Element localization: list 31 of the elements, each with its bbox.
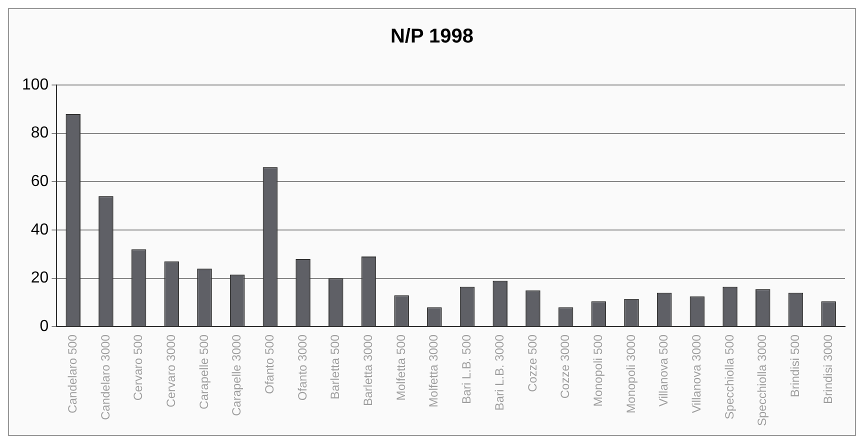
- x-tick-label: Bari L.B. 3000: [492, 334, 506, 411]
- x-tick-label: Cozze 3000: [558, 334, 572, 399]
- x-tick-label: Molfetta 3000: [426, 334, 441, 408]
- x-tick-label: Carapelle 3000: [230, 334, 244, 416]
- x-tick-label: Brindisi 500: [788, 334, 802, 398]
- x-tick-label: Molfetta 500: [394, 334, 408, 401]
- x-tick-label: Monopoli 500: [590, 334, 605, 407]
- x-tick-label: Cozze 500: [525, 334, 540, 392]
- x-tick-label: Ofanto 3000: [295, 334, 310, 401]
- x-tick-label: Barletta 500: [328, 334, 342, 400]
- x-tick-label: Monopoli 3000: [624, 334, 638, 414]
- y-tick-label: 40: [30, 221, 49, 238]
- y-tick-label: 80: [30, 124, 49, 142]
- x-tick-label: Candelaro 500: [65, 334, 80, 414]
- x-tick-label: Ofanto 500: [262, 334, 277, 394]
- y-tick-label: 0: [40, 318, 49, 336]
- x-tick-label: Bari L.B. 500: [460, 334, 474, 404]
- x-tick-label: Barletta 3000: [361, 334, 376, 406]
- y-tick-label: 100: [22, 76, 49, 94]
- y-tick-label: 20: [30, 270, 49, 287]
- y-tick-label: 60: [30, 173, 49, 190]
- x-tick-label: Villanova 3000: [690, 334, 704, 414]
- x-tick-label: Carapelle 500: [196, 334, 211, 410]
- x-tick-label: Villanova 500: [656, 334, 671, 406]
- x-tick-label: Candelaro 3000: [98, 334, 112, 420]
- x-tick-label: Brindisi 3000: [820, 334, 835, 404]
- x-tick-label: Specchiolla 3000: [755, 334, 770, 426]
- x-tick-label: Specchiolla 500: [722, 334, 736, 420]
- x-tick-label: Cervaro 3000: [164, 334, 178, 408]
- chart-title: N/P 1998: [390, 26, 474, 48]
- x-tick-label: Cervaro 500: [131, 334, 146, 401]
